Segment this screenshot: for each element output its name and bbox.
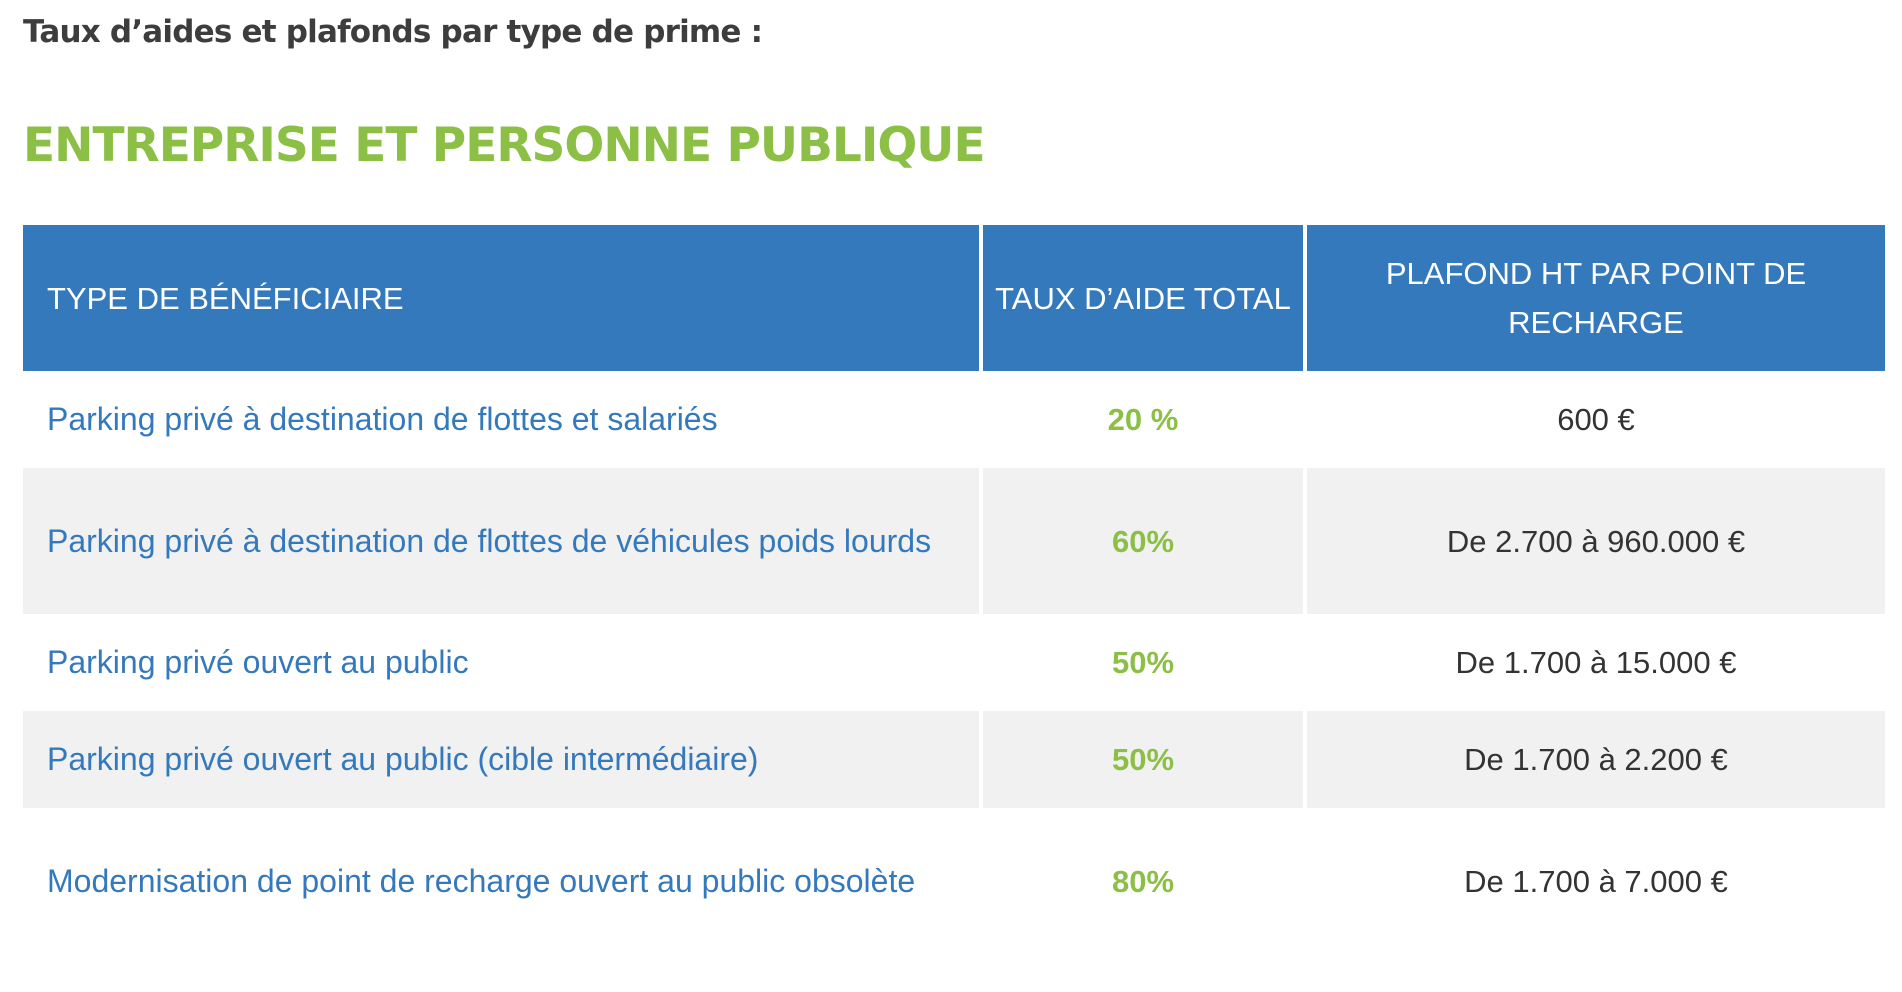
header-cap-per-charging-point: PLAFOND HT PAR POINT DE RECHARGE	[1307, 225, 1885, 371]
beneficiary-cell: Parking privé à destination de flottes e…	[23, 371, 979, 468]
rate-cell: 20 %	[983, 371, 1303, 468]
beneficiary-cell: Parking privé ouvert au public	[23, 614, 979, 711]
table-row: Parking privé ouvert au public 50% De 1.…	[23, 614, 1885, 711]
cap-cell: De 1.700 à 2.200 €	[1307, 711, 1885, 808]
cap-cell: De 2.700 à 960.000 €	[1307, 468, 1885, 614]
cap-cell: 600 €	[1307, 371, 1885, 468]
beneficiary-cell: Modernisation de point de recharge ouver…	[23, 808, 979, 954]
table-row: Parking privé ouvert au public (cible in…	[23, 711, 1885, 808]
cap-cell: De 1.700 à 7.000 €	[1307, 808, 1885, 954]
rate-cell: 60%	[983, 468, 1303, 614]
intro-text: Taux d’aides et plafonds par type de pri…	[23, 14, 763, 50]
table-row: Parking privé à destination de flottes d…	[23, 468, 1885, 614]
table-header: TYPE DE BÉNÉFICIAIRE TAUX D’AIDE TOTAL P…	[23, 225, 1885, 371]
table-row: Parking privé à destination de flottes e…	[23, 371, 1885, 468]
header-row: TYPE DE BÉNÉFICIAIRE TAUX D’AIDE TOTAL P…	[23, 225, 1885, 371]
table-row: Modernisation de point de recharge ouver…	[23, 808, 1885, 954]
header-total-aid-rate: TAUX D’AIDE TOTAL	[983, 225, 1303, 371]
section-title: ENTREPRISE ET PERSONNE PUBLIQUE	[23, 118, 986, 173]
beneficiary-cell: Parking privé ouvert au public (cible in…	[23, 711, 979, 808]
cap-cell: De 1.700 à 15.000 €	[1307, 614, 1885, 711]
rate-cell: 50%	[983, 614, 1303, 711]
aid-rates-table: TYPE DE BÉNÉFICIAIRE TAUX D’AIDE TOTAL P…	[19, 225, 1889, 954]
beneficiary-cell: Parking privé à destination de flottes d…	[23, 468, 979, 614]
table-body: Parking privé à destination de flottes e…	[23, 371, 1885, 954]
header-beneficiary-type: TYPE DE BÉNÉFICIAIRE	[23, 225, 979, 371]
rate-cell: 50%	[983, 711, 1303, 808]
rate-cell: 80%	[983, 808, 1303, 954]
